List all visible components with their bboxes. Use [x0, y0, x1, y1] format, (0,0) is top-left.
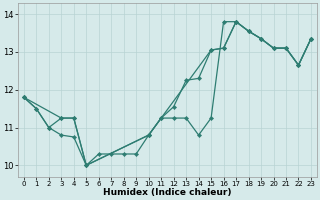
X-axis label: Humidex (Indice chaleur): Humidex (Indice chaleur) [103, 188, 232, 197]
